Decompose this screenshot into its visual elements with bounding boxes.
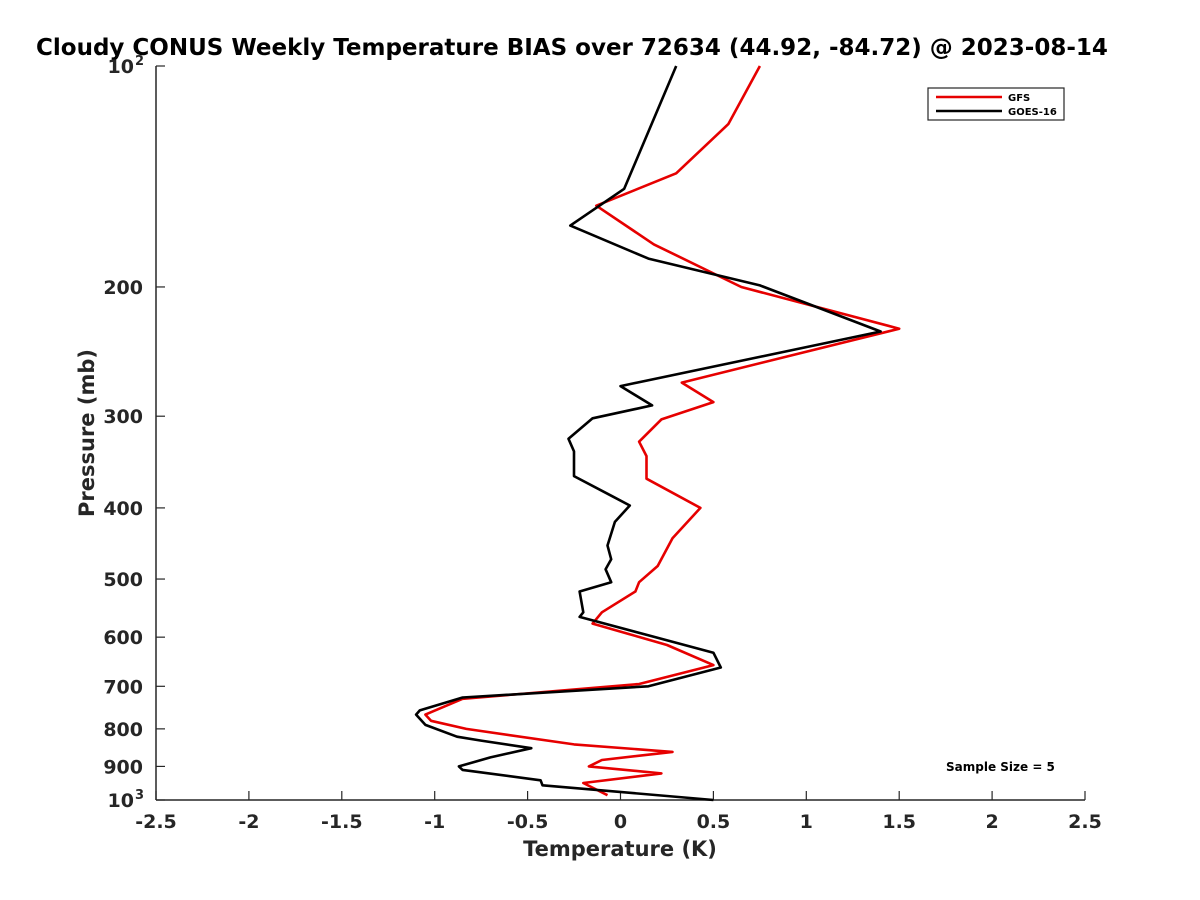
y-tick-label: 10 (108, 56, 134, 78)
x-tick-label: 1.5 (882, 811, 916, 833)
x-tick-label: -2.5 (135, 811, 177, 833)
x-tick-label: 1 (800, 811, 813, 833)
x-tick-label: -0.5 (507, 811, 549, 833)
y-tick-label: 10 (108, 790, 134, 812)
x-tick-label: 0.5 (697, 811, 731, 833)
y-tick-label: 900 (103, 756, 143, 778)
x-tick-label: 2 (985, 811, 998, 833)
x-axis-label: Temperature (K) (523, 837, 717, 861)
y-tick-label: 800 (103, 719, 143, 741)
y-tick-label: 700 (103, 676, 143, 698)
y-tick-exponent: 3 (135, 788, 144, 803)
legend-label: GFS (1008, 93, 1030, 104)
chart-title: Cloudy CONUS Weekly Temperature BIAS ove… (36, 35, 1108, 61)
x-tick-label: 2.5 (1068, 811, 1102, 833)
y-tick-label: 300 (103, 406, 143, 428)
y-tick-label: 200 (103, 277, 143, 299)
x-axis-ticks: -2.5 -2 -1.5 -1 -0.5 0 0.5 1 1.5 2 2.5 (135, 791, 1102, 833)
y-tick-label: 400 (103, 498, 143, 520)
legend-box (927, 87, 1065, 121)
legend-label: GOES-16 (1008, 107, 1057, 118)
x-tick-label: 0 (614, 811, 627, 833)
y-tick-label: 600 (103, 627, 143, 649)
series-line-goes-16 (414, 65, 882, 802)
x-tick-label: -1 (424, 811, 445, 833)
x-tick-label: -1.5 (321, 811, 363, 833)
y-tick-exponent: 2 (135, 54, 144, 69)
series-layer (414, 65, 901, 802)
y-axis-label: Pressure (mb) (75, 349, 99, 517)
legend: GFS GOES-16 (927, 87, 1065, 121)
x-tick-label: -2 (238, 811, 259, 833)
sample-size-annotation: Sample Size = 5 (946, 760, 1055, 774)
y-tick-label: 500 (103, 569, 143, 591)
